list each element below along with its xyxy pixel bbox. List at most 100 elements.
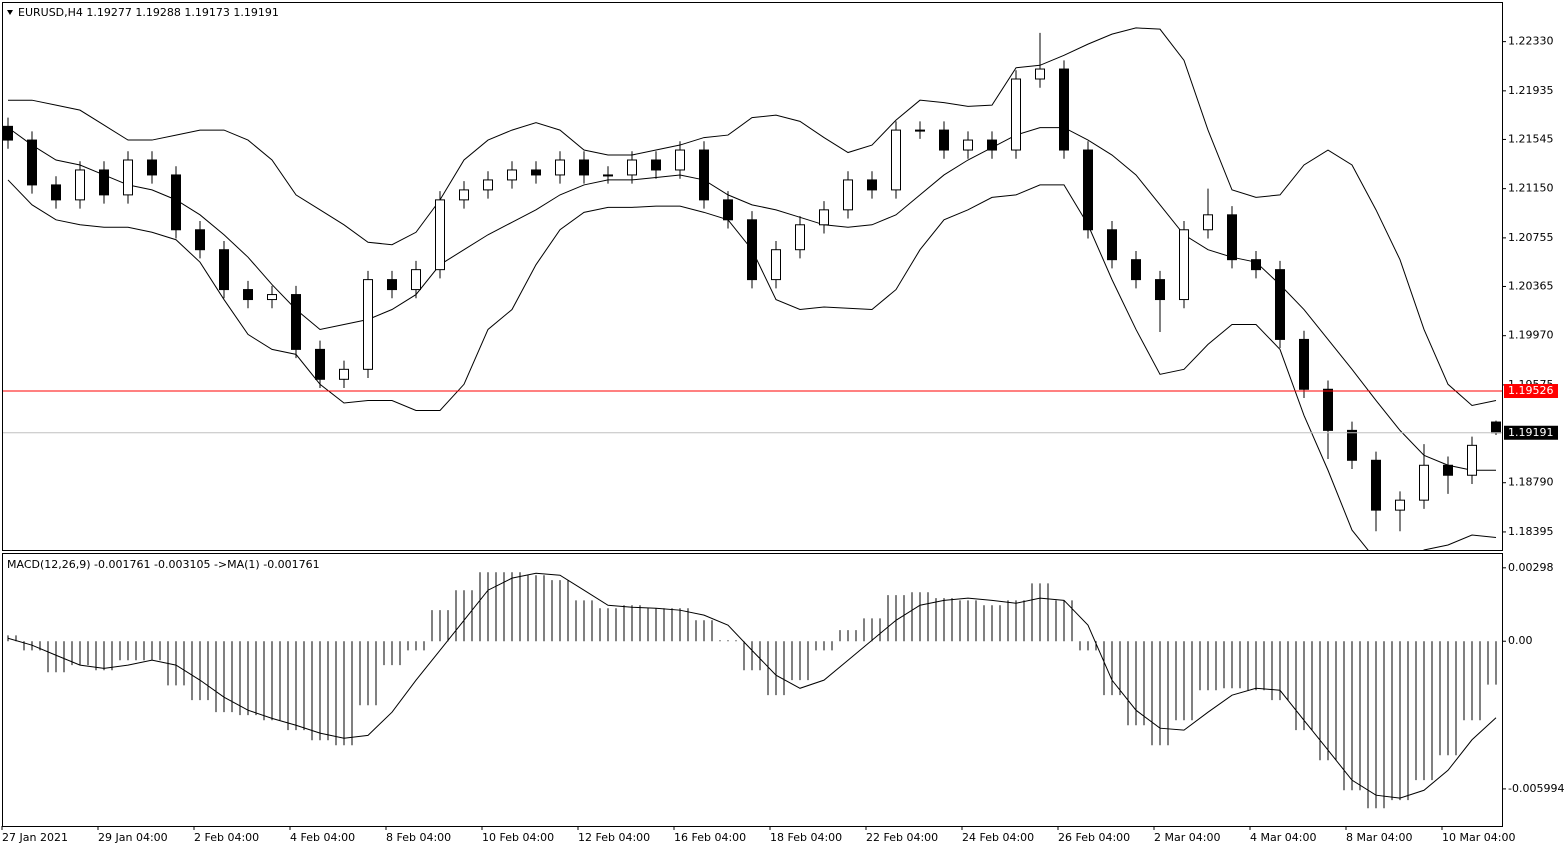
candle-body xyxy=(411,269,421,291)
y-tick-label: 0.00298 xyxy=(1508,561,1554,574)
candle-body xyxy=(1203,214,1213,231)
y-tick-label: -0.005994 xyxy=(1508,782,1564,795)
macd-panel xyxy=(2,553,1503,827)
candle-body xyxy=(1035,68,1045,80)
candle-body xyxy=(27,139,37,186)
candle-body xyxy=(1011,78,1021,151)
candle-body xyxy=(531,169,541,176)
candle-body xyxy=(819,209,829,226)
candle-body xyxy=(675,149,685,171)
candle-body xyxy=(603,174,613,177)
x-tick-label: 8 Mar 04:00 xyxy=(1346,831,1412,844)
macd-title: MACD(12,26,9) -0.001761 -0.003105 ->MA(1… xyxy=(7,558,320,571)
candle-body xyxy=(627,159,637,176)
candle-body xyxy=(483,179,493,191)
symbol-title: EURUSD,H4 1.19277 1.19288 1.19173 1.1919… xyxy=(18,6,279,19)
x-tick-label: 29 Jan 04:00 xyxy=(98,831,168,844)
candle-body xyxy=(75,169,85,201)
candle-body xyxy=(555,159,565,176)
candle-body xyxy=(291,294,301,350)
symbol-menu-arrow[interactable] xyxy=(7,10,13,15)
x-tick-label: 18 Feb 04:00 xyxy=(770,831,842,844)
candle-body xyxy=(867,179,877,191)
x-tick-label: 12 Feb 04:00 xyxy=(578,831,650,844)
candle-body xyxy=(579,159,589,176)
x-tick-label: 2 Mar 04:00 xyxy=(1154,831,1220,844)
candle-body xyxy=(771,249,781,281)
candle-body xyxy=(1275,269,1285,340)
candle-body xyxy=(1227,214,1237,261)
x-tick-label: 27 Jan 2021 xyxy=(2,831,68,844)
y-tick-label: 1.20755 xyxy=(1508,231,1554,244)
x-tick-label: 4 Mar 04:00 xyxy=(1250,831,1316,844)
candle-body xyxy=(219,249,229,291)
candle-body xyxy=(651,159,661,171)
axes: 1.22330 1.21935 1.21545 1.21150 1.20755 1.203… xyxy=(1,35,1564,844)
y-tick-label: 1.21150 xyxy=(1508,182,1554,195)
y-tick-label: 1.18395 xyxy=(1508,525,1554,538)
candle-body xyxy=(1371,459,1381,511)
level-label: 1.19526 xyxy=(1508,384,1554,397)
candle-body xyxy=(3,125,13,141)
candle-body xyxy=(1155,279,1165,301)
candle-body xyxy=(1131,259,1141,281)
y-tick-label: 1.21545 xyxy=(1508,132,1554,145)
candle-body xyxy=(507,169,517,181)
candle-body xyxy=(1467,444,1477,476)
middle-band xyxy=(7,127,1496,471)
candle-body xyxy=(387,279,397,291)
x-tick-label: 4 Feb 04:00 xyxy=(290,831,355,844)
candle-body xyxy=(1251,259,1261,271)
level-label-bg xyxy=(1504,384,1558,399)
y-tick-label: 1.21935 xyxy=(1508,84,1554,97)
candle-body xyxy=(267,294,277,301)
y-tick-label: 1.22330 xyxy=(1508,35,1554,48)
x-tick-label: 10 Mar 04:00 xyxy=(1442,831,1515,844)
x-tick-label: 24 Feb 04:00 xyxy=(962,831,1034,844)
candle-body xyxy=(1491,421,1501,434)
candle-body xyxy=(1299,338,1309,390)
candle-body xyxy=(339,368,349,380)
bid-label-bg xyxy=(1504,425,1558,440)
y-tick-label: 0.00 xyxy=(1508,634,1533,647)
candle-body xyxy=(1107,229,1117,261)
x-tick-label: 22 Feb 04:00 xyxy=(866,831,938,844)
candle-body xyxy=(363,279,373,370)
candle-body xyxy=(51,184,61,201)
upper-band xyxy=(8,27,1497,407)
candle-body xyxy=(795,224,805,251)
x-tick-label: 8 Feb 04:00 xyxy=(386,831,451,844)
candle-body xyxy=(891,129,901,191)
y-tick-label: 1.18790 xyxy=(1508,476,1554,489)
candle-body xyxy=(123,159,133,196)
price-plot xyxy=(3,27,1502,550)
main-panel xyxy=(2,2,1503,551)
candle-body xyxy=(171,174,181,231)
candle-body xyxy=(915,129,925,132)
candle-body xyxy=(147,159,157,176)
x-tick-label: 2 Feb 04:00 xyxy=(194,831,259,844)
candle-body xyxy=(459,189,469,201)
candle-body xyxy=(315,348,325,380)
candle-body xyxy=(1443,464,1453,476)
candle-body xyxy=(723,199,733,221)
candle-body xyxy=(1395,499,1405,511)
candle-body xyxy=(987,139,997,151)
candle-body xyxy=(747,219,757,281)
candle-body xyxy=(99,169,109,196)
candle-body xyxy=(1419,464,1429,501)
candle-body xyxy=(1179,229,1189,301)
macd-plot xyxy=(7,572,1497,809)
candle-body xyxy=(843,179,853,211)
x-tick-label: 16 Feb 04:00 xyxy=(674,831,746,844)
y-tick-label: 1.20365 xyxy=(1508,279,1554,292)
candle-body xyxy=(963,139,973,151)
candle-body xyxy=(243,289,253,301)
candle-body xyxy=(1347,429,1357,461)
candle-body xyxy=(1323,388,1333,431)
candle-body xyxy=(195,229,205,251)
candle-body xyxy=(435,199,445,271)
